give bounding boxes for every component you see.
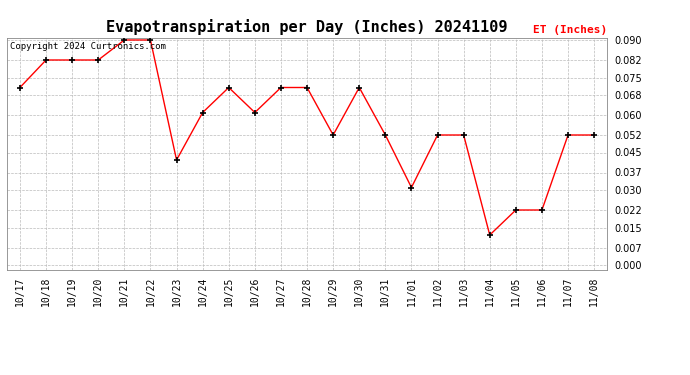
Text: Copyright 2024 Curtronics.com: Copyright 2024 Curtronics.com (10, 42, 166, 51)
Title: Evapotranspiration per Day (Inches) 20241109: Evapotranspiration per Day (Inches) 2024… (106, 19, 508, 35)
Text: ET (Inches): ET (Inches) (533, 25, 607, 35)
